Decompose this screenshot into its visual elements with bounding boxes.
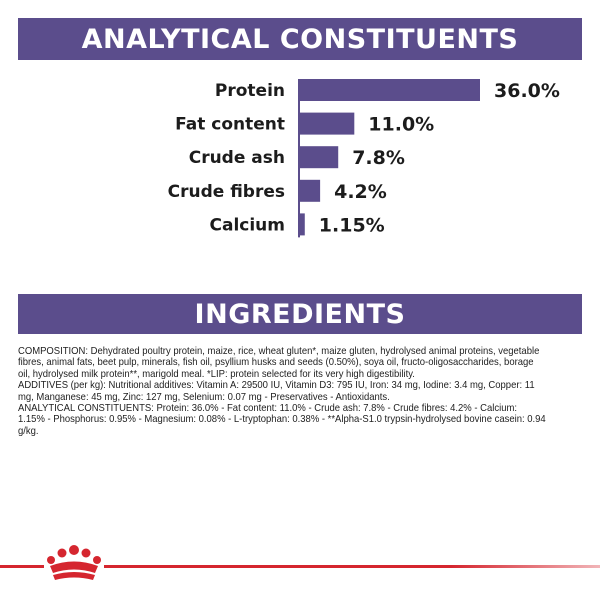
bar-fat-content [299, 112, 355, 135]
value-label-crude-fibres: 4.2% [334, 181, 387, 203]
analytical-constituents-chart: Protein 36.0% Fat content 11.0% Crude ash 7.8… [168, 79, 560, 238]
analytical-constituents-title: ANALYTICAL CONSTITUENTS [81, 23, 519, 55]
analytical-constituents-banner: ANALYTICAL CONSTITUENTS [18, 18, 582, 60]
category-label-calcium: Calcium [210, 215, 286, 235]
bar-crude-ash [299, 146, 339, 169]
bar-protein [299, 79, 480, 101]
value-label-fat-content: 11.0% [368, 114, 434, 136]
ingredients-title: INGREDIENTS [194, 298, 406, 330]
category-label-protein: Protein [215, 81, 285, 101]
royal-canin-crown-icon [47, 545, 101, 580]
bar-crude-fibres [299, 179, 321, 202]
value-label-crude-ash: 7.8% [352, 147, 405, 169]
value-label-protein: 36.0% [494, 80, 560, 102]
category-label-crude-ash: Crude ash [189, 148, 285, 168]
value-label-calcium: 1.15% [319, 214, 385, 236]
category-label-fat-content: Fat content [175, 115, 285, 135]
category-label-crude-fibres: Crude fibres [168, 182, 285, 202]
ingredients-banner: INGREDIENTS [18, 294, 582, 334]
analytical-constituents-text: ANALYTICAL CONSTITUENTS: Protein: 36.0% … [18, 403, 546, 437]
ingredients-text: COMPOSITION: Dehydrated poultry protein,… [18, 346, 546, 437]
additives-text: ADDITIVES (per kg): Nutritional additive… [18, 380, 535, 403]
bar-calcium [299, 213, 305, 236]
composition-text: COMPOSITION: Dehydrated poultry protein,… [18, 346, 540, 380]
footer-line-left [0, 565, 44, 568]
footer-line-right [104, 565, 600, 568]
